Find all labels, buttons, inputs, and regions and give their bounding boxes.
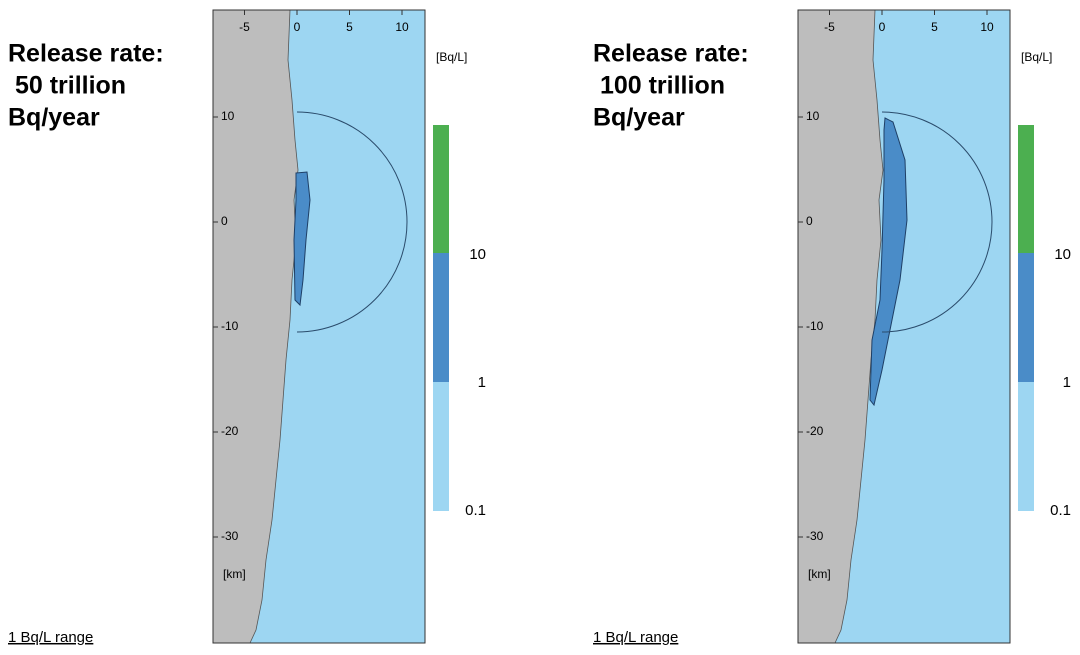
- colorbar-label: 1: [478, 374, 486, 391]
- km-unit: [km]: [223, 567, 246, 581]
- x-tick-label: 10: [980, 20, 994, 34]
- colorbar-label: 10: [1054, 246, 1071, 263]
- release-rate-title: 50 trillion: [8, 72, 126, 100]
- y-tick-label: -20: [806, 424, 824, 438]
- release-rate-title: 100 trillion: [593, 72, 725, 100]
- conc-unit: [Bq/L]: [436, 50, 467, 64]
- colorbar-high: [1018, 125, 1034, 253]
- y-tick-label: -10: [221, 319, 239, 333]
- y-tick-label: 10: [806, 109, 820, 123]
- plume: [293, 171, 311, 307]
- release-rate-title: Release rate:: [593, 40, 749, 68]
- range-circle: [296, 111, 408, 333]
- release-rate-title: Bq/year: [593, 104, 685, 132]
- range-circle: [881, 111, 993, 333]
- x-tick-label: 0: [294, 20, 301, 34]
- x-tick-label: -5: [824, 20, 835, 34]
- colorbar-mid: [433, 253, 449, 382]
- release-rate-title: Bq/year: [8, 104, 100, 132]
- x-tick-label: 0: [879, 20, 886, 34]
- colorbar-label: 0.1: [1050, 502, 1071, 519]
- release-rate-title: Release rate:: [8, 40, 164, 68]
- y-tick-label: -30: [221, 529, 239, 543]
- conc-unit: [Bq/L]: [1021, 50, 1052, 64]
- plume: [869, 117, 908, 407]
- colorbar-label: 0.1: [465, 502, 486, 519]
- x-tick-label: 10: [395, 20, 409, 34]
- x-tick-label: -5: [239, 20, 250, 34]
- footer-link: 1 Bq/L range: [593, 629, 678, 646]
- km-unit: [km]: [808, 567, 831, 581]
- y-tick-label: -20: [221, 424, 239, 438]
- y-tick-label: 0: [221, 214, 228, 228]
- colorbar-low: [1018, 382, 1034, 511]
- x-tick-label: 5: [346, 20, 353, 34]
- y-tick-label: -10: [806, 319, 824, 333]
- colorbar-label: 1: [1063, 374, 1071, 391]
- land: [212, 9, 299, 644]
- colorbar-high: [433, 125, 449, 253]
- colorbar-low: [433, 382, 449, 511]
- y-tick-label: 10: [221, 109, 235, 123]
- x-tick-label: 5: [931, 20, 938, 34]
- colorbar-label: 10: [469, 246, 486, 263]
- y-tick-label: -30: [806, 529, 824, 543]
- footer-link: 1 Bq/L range: [8, 629, 93, 646]
- y-tick-label: 0: [806, 214, 813, 228]
- colorbar-mid: [1018, 253, 1034, 382]
